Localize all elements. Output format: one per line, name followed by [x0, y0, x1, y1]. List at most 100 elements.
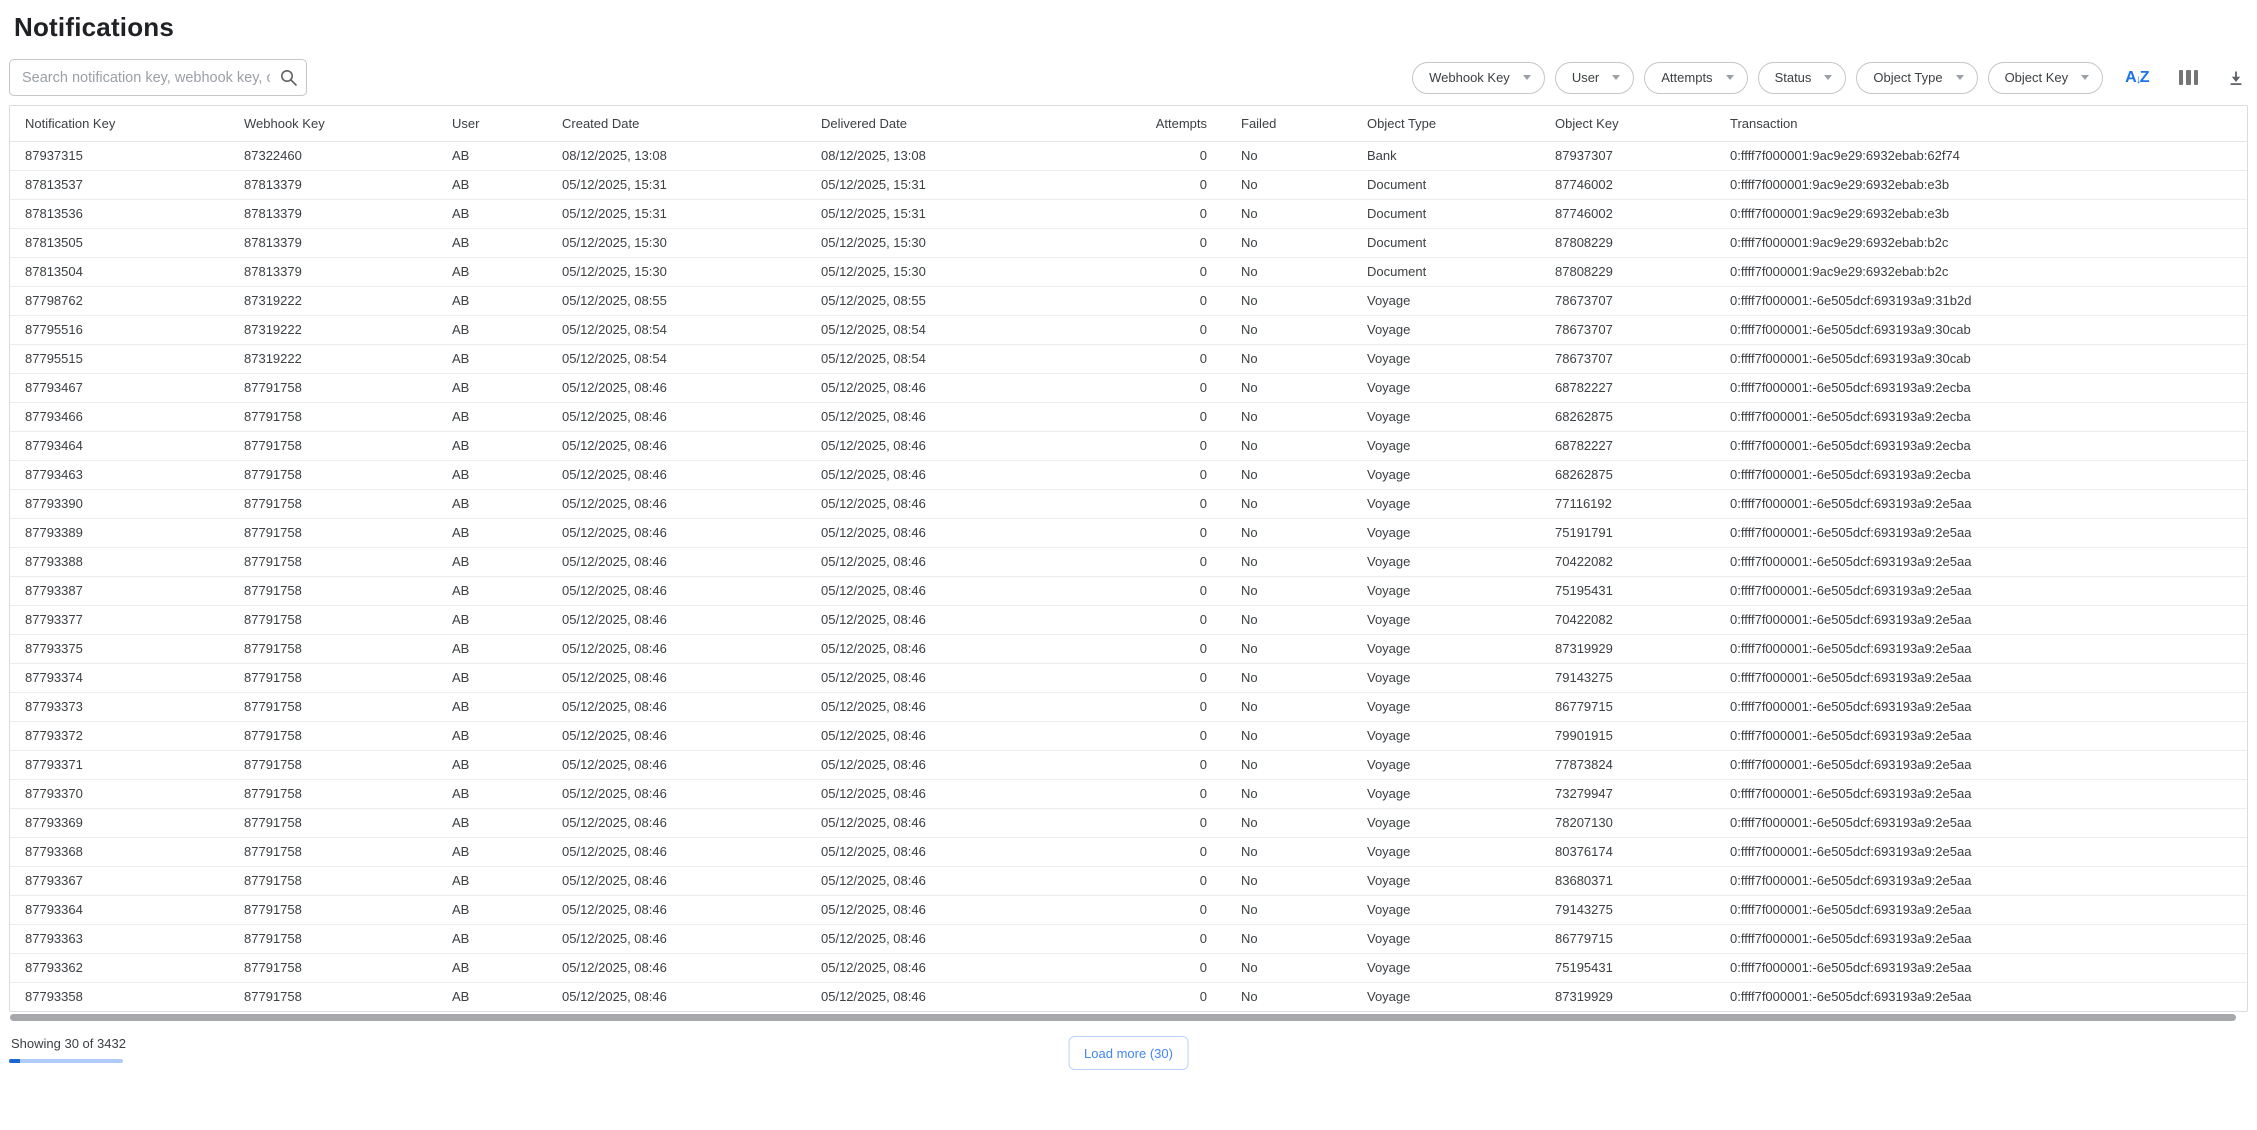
filter-object-key[interactable]: Object Key	[1987, 61, 2104, 94]
cell-delivered-date: 05/12/2025, 08:46	[821, 431, 1155, 461]
cell-delivered-date: 05/12/2025, 15:31	[821, 170, 1155, 200]
chevron-down-icon	[1725, 75, 1734, 80]
cell-transaction: 0:ffff7f000001:-6e505dcf:693193a9:2e5aa	[1730, 953, 2247, 983]
table-row[interactable]: 87793368 87791758 AB 05/12/2025, 08:46 0…	[10, 837, 2247, 867]
cell-created-date: 05/12/2025, 08:46	[562, 605, 821, 635]
load-more-button[interactable]: Load more (30)	[1068, 1036, 1189, 1070]
cell-webhook-key: 87319222	[244, 315, 452, 345]
table-row[interactable]: 87793387 87791758 AB 05/12/2025, 08:46 0…	[10, 576, 2247, 606]
table-row[interactable]: 87793466 87791758 AB 05/12/2025, 08:46 0…	[10, 402, 2247, 432]
cell-delivered-date: 05/12/2025, 08:46	[821, 779, 1155, 809]
cell-transaction: 0:ffff7f000001:-6e505dcf:693193a9:2e5aa	[1730, 489, 2247, 519]
cell-object-key: 78673707	[1555, 344, 1730, 374]
cell-attempts: 0	[1155, 373, 1241, 403]
cell-failed: No	[1241, 257, 1367, 287]
filter-user[interactable]: User	[1554, 61, 1635, 94]
cell-object-type: Voyage	[1367, 750, 1555, 780]
cell-object-key: 75191791	[1555, 518, 1730, 548]
cell-attempts: 0	[1155, 721, 1241, 751]
cell-delivered-date: 05/12/2025, 08:54	[821, 344, 1155, 374]
table-row[interactable]: 87813536 87813379 AB 05/12/2025, 15:31 0…	[10, 199, 2247, 229]
cell-created-date: 05/12/2025, 08:46	[562, 634, 821, 664]
table-row[interactable]: 87793369 87791758 AB 05/12/2025, 08:46 0…	[10, 808, 2247, 838]
table-row[interactable]: 87793464 87791758 AB 05/12/2025, 08:46 0…	[10, 431, 2247, 461]
download-button[interactable]	[2224, 62, 2248, 94]
filter-status[interactable]: Status	[1757, 61, 1847, 94]
table-row[interactable]: 87793373 87791758 AB 05/12/2025, 08:46 0…	[10, 692, 2247, 722]
cell-object-type: Voyage	[1367, 547, 1555, 577]
table-row[interactable]: 87793363 87791758 AB 05/12/2025, 08:46 0…	[10, 924, 2247, 954]
cell-created-date: 05/12/2025, 08:46	[562, 460, 821, 490]
cell-delivered-date: 05/12/2025, 08:54	[821, 315, 1155, 345]
cell-object-type: Voyage	[1367, 808, 1555, 838]
cell-transaction: 0:ffff7f000001:-6e505dcf:693193a9:2ecba	[1730, 460, 2247, 490]
cell-failed: No	[1241, 373, 1367, 403]
cell-created-date: 05/12/2025, 08:46	[562, 924, 821, 954]
filter-attempts[interactable]: Attempts	[1644, 61, 1748, 94]
filter-object-type[interactable]: Object Type	[1856, 61, 1978, 94]
horizontal-scrollbar[interactable]	[10, 1014, 2236, 1021]
table-row[interactable]: 87937315 87322460 AB 08/12/2025, 13:08 0…	[10, 141, 2247, 171]
table-row[interactable]: 87793362 87791758 AB 05/12/2025, 08:46 0…	[10, 953, 2247, 983]
cell-webhook-key: 87791758	[244, 779, 452, 809]
cell-delivered-date: 05/12/2025, 08:46	[821, 895, 1155, 925]
cell-webhook-key: 87791758	[244, 989, 302, 1005]
table-row[interactable]: 87793358 87791758 AB 05/12/2025, 08:46 0…	[10, 982, 2247, 1011]
table-row[interactable]: 87795515 87319222 AB 05/12/2025, 08:54 0…	[10, 344, 2247, 374]
cell-webhook-key: 87791758	[244, 953, 452, 983]
cell-object-key: 68782227	[1555, 373, 1730, 403]
cell-transaction: 0:ffff7f000001:9ac9e29:6932ebab:b2c	[1730, 228, 2247, 258]
columns-button[interactable]	[2175, 62, 2203, 94]
cell-delivered-date: 05/12/2025, 15:31	[821, 199, 1155, 229]
cell-failed: No	[1241, 663, 1367, 693]
table-row[interactable]: 87793364 87791758 AB 05/12/2025, 08:46 0…	[10, 895, 2247, 925]
column-header-failed: Failed	[1241, 106, 1367, 142]
table-row[interactable]: 87813505 87813379 AB 05/12/2025, 15:30 0…	[10, 228, 2247, 258]
column-header-delivered-date: Delivered Date	[821, 106, 1155, 142]
table-row[interactable]: 87793375 87791758 AB 05/12/2025, 08:46 0…	[10, 634, 2247, 664]
table-row[interactable]: 87795516 87319222 AB 05/12/2025, 08:54 0…	[10, 315, 2247, 345]
cell-transaction: 0:ffff7f000001:-6e505dcf:693193a9:31b2d	[1730, 286, 2247, 316]
table-row[interactable]: 87793367 87791758 AB 05/12/2025, 08:46 0…	[10, 866, 2247, 896]
cell-notification-key: 87793467	[10, 373, 244, 403]
table-row[interactable]: 87793388 87791758 AB 05/12/2025, 08:46 0…	[10, 547, 2247, 577]
cell-attempts: 0	[1155, 779, 1241, 809]
search-input[interactable]	[9, 59, 307, 96]
cell-object-type: Voyage	[1367, 605, 1555, 635]
cell-delivered-date: 05/12/2025, 08:46	[821, 721, 1155, 751]
table-row[interactable]: 87798762 87319222 AB 05/12/2025, 08:55 0…	[10, 286, 2247, 316]
table-row[interactable]: 87813537 87813379 AB 05/12/2025, 15:31 0…	[10, 170, 2247, 200]
table-row[interactable]: 87793389 87791758 AB 05/12/2025, 08:46 0…	[10, 518, 2247, 548]
cell-attempts: 0	[1155, 895, 1241, 925]
sort-az-button[interactable]: A ↓ Z	[2121, 62, 2152, 94]
filter-webhook-key[interactable]: Webhook Key	[1412, 61, 1545, 94]
table-row[interactable]: 87793372 87791758 AB 05/12/2025, 08:46 0…	[10, 721, 2247, 751]
cell-notification-key: 87793390	[10, 489, 244, 519]
cell-webhook-key: 87791758	[244, 808, 452, 838]
column-header-attempts: Attempts	[1155, 106, 1241, 142]
footer: Showing 30 of 3432 Load more (30)	[9, 1036, 2248, 1088]
cell-failed: No	[1241, 605, 1367, 635]
table-row[interactable]: 87793371 87791758 AB 05/12/2025, 08:46 0…	[10, 750, 2247, 780]
cell-notification-key: 87793367	[10, 866, 244, 896]
cell-failed: No	[1241, 315, 1367, 345]
table-row[interactable]: 87793390 87791758 AB 05/12/2025, 08:46 0…	[10, 489, 2247, 519]
cell-notification-key: 87795515	[10, 344, 244, 374]
table-row[interactable]: 87793463 87791758 AB 05/12/2025, 08:46 0…	[10, 460, 2247, 490]
cell-webhook-key: 87791758	[244, 750, 452, 780]
cell-object-type: Voyage	[1367, 373, 1555, 403]
table-row[interactable]: 87793374 87791758 AB 05/12/2025, 08:46 0…	[10, 663, 2247, 693]
cell-failed: No	[1241, 141, 1367, 171]
table-row[interactable]: 87793377 87791758 AB 05/12/2025, 08:46 0…	[10, 605, 2247, 635]
cell-attempts: 0	[1155, 489, 1241, 519]
cell-attempts: 0	[1155, 257, 1241, 287]
cell-created-date: 05/12/2025, 08:46	[562, 576, 821, 606]
table-row[interactable]: 87813504 87813379 AB 05/12/2025, 15:30 0…	[10, 257, 2247, 287]
table-row[interactable]: 87793370 87791758 AB 05/12/2025, 08:46 0…	[10, 779, 2247, 809]
cell-webhook-key: 87319222	[244, 286, 452, 316]
table-row[interactable]: 87793467 87791758 AB 05/12/2025, 08:46 0…	[10, 373, 2247, 403]
cell-user: AB	[452, 721, 562, 751]
cell-transaction: 0:ffff7f000001:9ac9e29:6932ebab:62f74	[1730, 141, 2247, 171]
cell-delivered-date: 05/12/2025, 08:46	[821, 489, 1155, 519]
cell-attempts: 0	[1155, 924, 1241, 954]
